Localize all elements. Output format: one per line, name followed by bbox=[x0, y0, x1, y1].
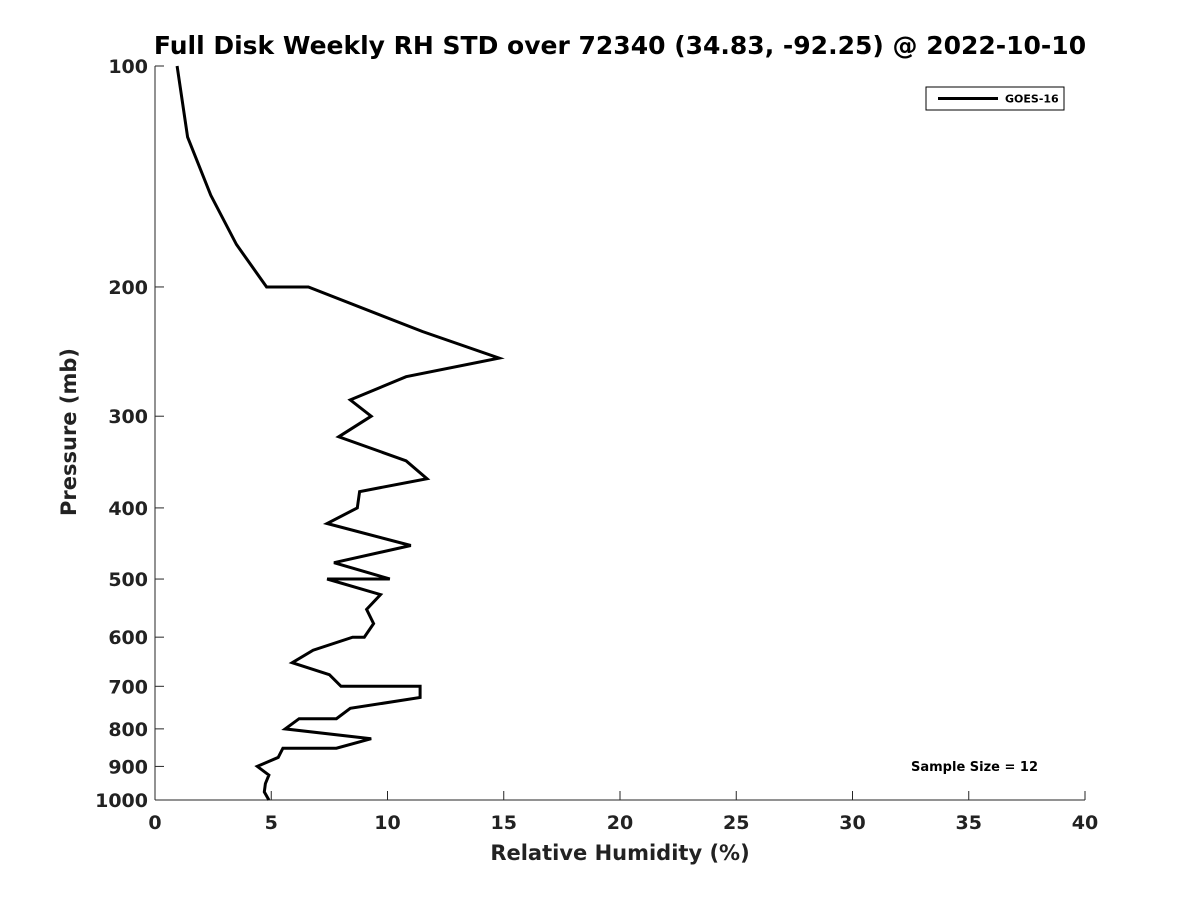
x-tick-label: 15 bbox=[491, 812, 517, 834]
x-axis-ticks: 0 5 10 15 20 25 30 35 40 bbox=[148, 791, 1098, 834]
y-axis-label: Pressure (mb) bbox=[57, 348, 81, 516]
y-tick-label: 200 bbox=[108, 277, 148, 299]
legend: GOES-16 bbox=[925, 86, 1065, 111]
x-tick-label: 0 bbox=[148, 812, 161, 834]
y-tick-label: 700 bbox=[108, 676, 148, 698]
y-tick-label: 900 bbox=[108, 756, 148, 778]
y-tick-label: 400 bbox=[108, 498, 148, 520]
x-tick-label: 35 bbox=[956, 812, 982, 834]
x-tick-label: 20 bbox=[607, 812, 633, 834]
x-tick-label: 30 bbox=[839, 812, 865, 834]
y-tick-label: 100 bbox=[108, 56, 148, 78]
x-axis-label: Relative Humidity (%) bbox=[490, 841, 749, 865]
y-tick-label: 1000 bbox=[95, 790, 148, 812]
y-tick-label: 800 bbox=[108, 719, 148, 741]
axes bbox=[154, 66, 1085, 801]
y-tick-label: 500 bbox=[108, 569, 148, 591]
chart-title: Full Disk Weekly RH STD over 72340 (34.8… bbox=[154, 31, 1086, 60]
y-axis-ticks: 100 200 300 400 500 600 700 800 900 1000 bbox=[95, 56, 164, 812]
x-tick-label: 5 bbox=[265, 812, 278, 834]
sample-size-annotation: Sample Size = 12 bbox=[911, 760, 1038, 775]
x-tick-label: 40 bbox=[1072, 812, 1098, 834]
series-layer bbox=[175, 65, 505, 801]
y-tick-label: 600 bbox=[108, 627, 148, 649]
legend-label-goes16: GOES-16 bbox=[1005, 93, 1059, 106]
series-line-goes-16 bbox=[175, 65, 505, 801]
x-tick-label: 25 bbox=[723, 812, 749, 834]
x-tick-label: 10 bbox=[374, 812, 400, 834]
y-tick-label: 300 bbox=[108, 406, 148, 428]
